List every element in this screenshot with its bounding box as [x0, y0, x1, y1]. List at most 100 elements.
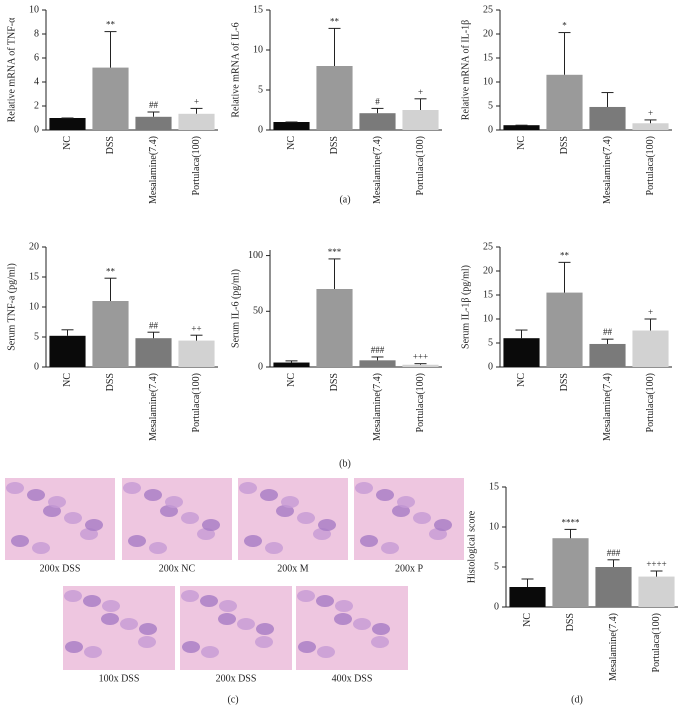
y-tick-label: 25	[483, 4, 493, 15]
y-tick-label: 2	[34, 100, 39, 111]
tissue	[298, 641, 316, 653]
image-caption: 200x M	[277, 563, 309, 574]
tissue	[27, 489, 45, 501]
tissue	[11, 535, 29, 547]
bar	[546, 74, 583, 130]
bar	[503, 125, 540, 130]
image-caption: 200x DSS	[40, 563, 81, 574]
x-tick-label: Portulaca(100)	[191, 373, 202, 432]
x-tick-label: Portulaca(100)	[645, 373, 656, 432]
x-tick-label: Mesalamine(7.4)	[148, 136, 159, 204]
tissue	[83, 595, 101, 607]
y-axis-label: Relative mRNA of IL-6	[230, 22, 241, 117]
tissue	[239, 482, 257, 494]
y-tick-label: 0	[34, 124, 39, 135]
x-tick-label: NC	[286, 373, 297, 387]
significance-label: ++	[191, 323, 201, 333]
bar	[92, 67, 129, 130]
panel-label: (d)	[571, 694, 583, 705]
tissue	[413, 512, 431, 524]
y-tick-label: 0	[488, 124, 493, 135]
tissue	[144, 489, 162, 501]
image-caption: 200x NC	[159, 563, 196, 574]
tissue	[32, 542, 50, 554]
bar	[402, 110, 439, 130]
significance-label: ##	[149, 320, 159, 330]
tissue	[149, 542, 167, 554]
tissue	[353, 618, 371, 630]
tissue	[65, 641, 83, 653]
bar	[135, 338, 172, 367]
y-tick-label: 8	[34, 28, 39, 39]
image-caption: 200x P	[395, 563, 424, 574]
tissue	[434, 519, 452, 531]
tissue	[165, 496, 183, 508]
bar	[92, 301, 129, 367]
tissue	[64, 512, 82, 524]
bar	[632, 330, 669, 367]
y-tick-label: 100	[248, 250, 263, 261]
tissue	[80, 528, 98, 540]
tissue	[244, 535, 262, 547]
significance-label: +++	[413, 352, 428, 362]
y-tick-label: 25	[483, 241, 493, 252]
tissue	[397, 496, 415, 508]
bar	[316, 289, 353, 367]
x-tick-label: Portulaca(100)	[415, 136, 426, 195]
tissue	[84, 646, 102, 658]
tissue	[317, 646, 335, 658]
y-tick-label: 10	[483, 76, 493, 87]
tissue	[128, 535, 146, 547]
bar	[359, 360, 396, 367]
bar	[273, 122, 310, 130]
tissue	[297, 512, 315, 524]
tissue	[48, 496, 66, 508]
bar	[546, 292, 583, 367]
bar	[552, 538, 589, 607]
significance-label: +	[418, 87, 423, 97]
y-tick-label: 6	[34, 52, 39, 63]
x-tick-label: NC	[516, 373, 527, 387]
y-tick-label: 4	[34, 76, 39, 87]
tissue	[355, 482, 373, 494]
y-tick-label: 10	[489, 521, 499, 532]
tissue	[297, 590, 315, 602]
y-tick-label: 5	[258, 84, 263, 95]
tissue	[360, 535, 378, 547]
tissue	[255, 636, 273, 648]
significance-label: ##	[603, 327, 613, 337]
x-tick-label: DSS	[559, 136, 570, 154]
tissue	[429, 528, 447, 540]
tissue	[139, 623, 157, 635]
significance-label: **	[106, 266, 116, 276]
significance-label: **	[560, 250, 570, 260]
y-tick-label: 5	[34, 331, 39, 342]
tissue	[335, 600, 353, 612]
bar	[638, 576, 675, 607]
y-tick-label: 20	[483, 265, 493, 276]
y-tick-label: 10	[29, 301, 39, 312]
tissue	[281, 496, 299, 508]
y-tick-label: 10	[29, 4, 39, 15]
x-tick-label: DSS	[105, 373, 116, 391]
y-axis-label: Serum IL-1β (pg/ml)	[460, 265, 471, 349]
y-axis-label: Relative mRNA of TNF-α	[6, 17, 17, 123]
image-caption: 100x DSS	[99, 673, 140, 684]
tissue	[218, 613, 236, 625]
y-tick-label: 15	[29, 271, 39, 282]
y-tick-label: 20	[29, 241, 39, 252]
x-tick-label: DSS	[329, 373, 340, 391]
bar	[49, 118, 86, 130]
tissue	[101, 613, 119, 625]
panel-label: (b)	[339, 458, 351, 469]
x-tick-label: Mesalamine(7.4)	[602, 136, 613, 204]
y-tick-label: 0	[494, 601, 499, 612]
tissue	[381, 542, 399, 554]
y-axis-label: Relative mRNA of IL-1β	[460, 20, 471, 120]
y-tick-label: 20	[483, 28, 493, 39]
x-tick-label: Mesalamine(7.4)	[148, 373, 159, 441]
image-caption: 400x DSS	[332, 673, 373, 684]
tissue	[182, 641, 200, 653]
bar	[589, 106, 626, 130]
significance-label: **	[330, 16, 340, 26]
